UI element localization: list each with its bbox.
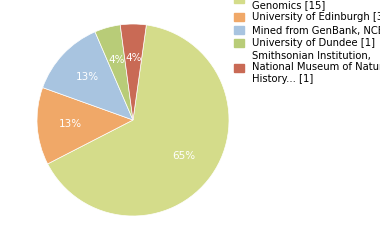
Text: 13%: 13% [59, 119, 82, 129]
Text: 4%: 4% [125, 53, 141, 63]
Text: 4%: 4% [108, 55, 125, 65]
Wedge shape [48, 25, 229, 216]
Wedge shape [95, 25, 133, 120]
Wedge shape [120, 24, 146, 120]
Wedge shape [37, 88, 133, 164]
Text: 13%: 13% [76, 72, 99, 82]
Text: 65%: 65% [172, 151, 195, 161]
Legend: Centre for Biodiversity
Genomics [15], University of Edinburgh [3], Mined from G: Centre for Biodiversity Genomics [15], U… [234, 0, 380, 84]
Wedge shape [43, 32, 133, 120]
